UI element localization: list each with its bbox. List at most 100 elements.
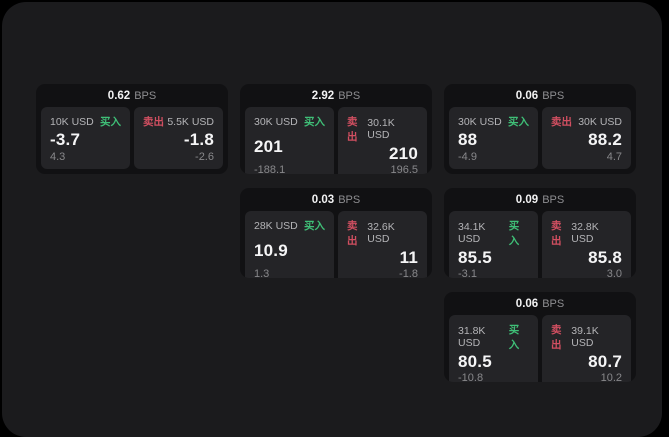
buy-sub-value: -188.1 (254, 164, 286, 174)
buy-price: -3.7 (50, 130, 81, 149)
sell-quote-tile[interactable]: 卖出 5.5K USD -1.8 -2.6 (134, 107, 223, 169)
buy-sub-value: -4.9 (458, 151, 477, 163)
bps-header: 0.03 BPS (240, 188, 432, 211)
sell-quote-tile[interactable]: 卖出 32.6K USD 11 -1.8 (338, 211, 427, 278)
quote-card-body: 10K USD 买入 -3.7 4.3 卖出 5.5K USD -1.8 -2.… (36, 107, 228, 174)
buy-quote-tile[interactable]: 10K USD 买入 -3.7 4.3 (41, 107, 130, 169)
buy-price: 80.5 (458, 352, 492, 371)
quote-card-body: 34.1K USD 买入 85.5 -3.1 卖出 32.8K USD 85.8… (444, 211, 636, 278)
sell-price: 85.8 (588, 248, 622, 267)
quote-card: 2.92 BPS 30K USD 买入 201 -188.1 卖出 30.1K … (240, 84, 432, 174)
bps-header: 0.09 BPS (444, 188, 636, 211)
buy-sub-value: 1.3 (254, 268, 270, 278)
sell-amount: 30K USD (578, 115, 622, 128)
buy-tile-header: 28K USD 买入 (254, 218, 325, 233)
sell-tile-header: 卖出 5.5K USD (143, 114, 214, 129)
quote-card: 0.09 BPS 34.1K USD 买入 85.5 -3.1 卖出 32.8K… (444, 188, 636, 278)
buy-sub-value: 4.3 (50, 151, 66, 163)
buy-side-label: 买入 (304, 220, 325, 232)
sell-side-label: 卖出 (551, 324, 562, 351)
sell-tile-header: 卖出 30K USD (551, 114, 622, 129)
quote-card: 0.62 BPS 10K USD 买入 -3.7 4.3 卖出 5.5K USD… (36, 84, 228, 174)
quote-cards-grid: 0.62 BPS 10K USD 买入 -3.7 4.3 卖出 5.5K USD… (36, 84, 636, 382)
buy-tile-header: 34.1K USD 买入 (458, 218, 529, 248)
buy-side-label: 买入 (508, 116, 529, 128)
buy-sub-value: -3.1 (458, 268, 477, 278)
sell-quote-tile[interactable]: 卖出 30K USD 88.2 4.7 (542, 107, 631, 169)
buy-amount: 30K USD (254, 115, 298, 128)
buy-sub-value: -10.8 (458, 372, 484, 382)
sell-quote-tile[interactable]: 卖出 39.1K USD 80.7 10.2 (542, 315, 631, 382)
quote-card: 0.06 BPS 31.8K USD 买入 80.5 -10.8 卖出 39.1… (444, 292, 636, 382)
bps-value: 0.06 (515, 89, 539, 102)
bps-header: 2.92 BPS (240, 84, 432, 107)
sell-tile-header: 卖出 30.1K USD (347, 114, 418, 144)
sell-amount: 30.1K USD (367, 117, 395, 141)
sell-price: -1.8 (183, 130, 214, 149)
bps-unit-label: BPS (134, 89, 157, 102)
bps-value: 0.62 (107, 89, 131, 102)
buy-quote-tile[interactable]: 30K USD 买入 201 -188.1 (245, 107, 334, 174)
quote-card-body: 30K USD 买入 88 -4.9 卖出 30K USD 88.2 4.7 (444, 107, 636, 174)
buy-amount: 34.1K USD (458, 221, 486, 245)
sell-price: 11 (399, 248, 418, 267)
sell-amount: 32.6K USD (367, 221, 395, 245)
buy-amount: 28K USD (254, 219, 298, 232)
sell-tile-header: 卖出 32.6K USD (347, 218, 418, 248)
sell-sub-value: 3.0 (606, 268, 622, 278)
sell-side-label: 卖出 (551, 220, 562, 247)
buy-price: 88 (458, 130, 478, 149)
bps-unit-label: BPS (542, 89, 565, 102)
sell-price: 88.2 (588, 130, 622, 149)
buy-tile-header: 10K USD 买入 (50, 114, 121, 129)
sell-sub-value: -1.8 (399, 268, 418, 278)
buy-quote-tile[interactable]: 31.8K USD 买入 80.5 -10.8 (449, 315, 538, 382)
quote-card-body: 30K USD 买入 201 -188.1 卖出 30.1K USD 210 1… (240, 107, 432, 174)
buy-quote-tile[interactable]: 28K USD 买入 10.9 1.3 (245, 211, 334, 278)
sell-tile-header: 卖出 39.1K USD (551, 322, 622, 352)
sell-side-label: 卖出 (347, 220, 358, 247)
bps-value: 0.06 (515, 297, 539, 310)
sell-tile-header: 卖出 32.8K USD (551, 218, 622, 248)
buy-tile-header: 30K USD 买入 (458, 114, 529, 129)
buy-tile-header: 30K USD 买入 (254, 114, 325, 129)
bps-value: 0.09 (515, 193, 539, 206)
bps-header: 0.62 BPS (36, 84, 228, 107)
quote-card-body: 28K USD 买入 10.9 1.3 卖出 32.6K USD 11 -1.8 (240, 211, 432, 278)
bps-value: 0.03 (311, 193, 335, 206)
buy-quote-tile[interactable]: 30K USD 买入 88 -4.9 (449, 107, 538, 169)
sell-quote-tile[interactable]: 卖出 32.8K USD 85.8 3.0 (542, 211, 631, 278)
buy-amount: 30K USD (458, 115, 502, 128)
sell-quote-tile[interactable]: 卖出 30.1K USD 210 196.5 (338, 107, 427, 174)
sell-side-label: 卖出 (347, 116, 358, 143)
sell-sub-value: 4.7 (606, 151, 622, 163)
buy-price: 10.9 (254, 240, 288, 260)
quote-card: 0.03 BPS 28K USD 买入 10.9 1.3 卖出 32.6K US… (240, 188, 432, 278)
buy-quote-tile[interactable]: 34.1K USD 买入 85.5 -3.1 (449, 211, 538, 278)
sell-side-label: 卖出 (143, 116, 164, 128)
bps-unit-label: BPS (542, 297, 565, 310)
sell-amount: 39.1K USD (571, 325, 599, 349)
sell-side-label: 卖出 (551, 116, 572, 128)
buy-side-label: 买入 (508, 324, 520, 351)
buy-side-label: 买入 (508, 220, 520, 247)
buy-amount: 31.8K USD (458, 325, 486, 349)
sell-price: 80.7 (588, 352, 622, 371)
bps-unit-label: BPS (542, 193, 565, 206)
sell-sub-value: 10.2 (600, 372, 622, 382)
bps-unit-label: BPS (338, 193, 361, 206)
quote-card-body: 31.8K USD 买入 80.5 -10.8 卖出 39.1K USD 80.… (444, 315, 636, 382)
buy-price: 201 (254, 136, 283, 156)
bps-value: 2.92 (311, 89, 335, 102)
quote-card: 0.06 BPS 30K USD 买入 88 -4.9 卖出 30K USD 8… (444, 84, 636, 174)
sell-amount: 5.5K USD (167, 115, 214, 128)
buy-tile-header: 31.8K USD 买入 (458, 322, 529, 352)
sell-sub-value: -2.6 (195, 151, 214, 163)
buy-price: 85.5 (458, 248, 492, 267)
buy-side-label: 买入 (304, 116, 325, 128)
bps-unit-label: BPS (338, 89, 361, 102)
buy-amount: 10K USD (50, 115, 94, 128)
sell-amount: 32.8K USD (571, 221, 599, 245)
bps-header: 0.06 BPS (444, 84, 636, 107)
